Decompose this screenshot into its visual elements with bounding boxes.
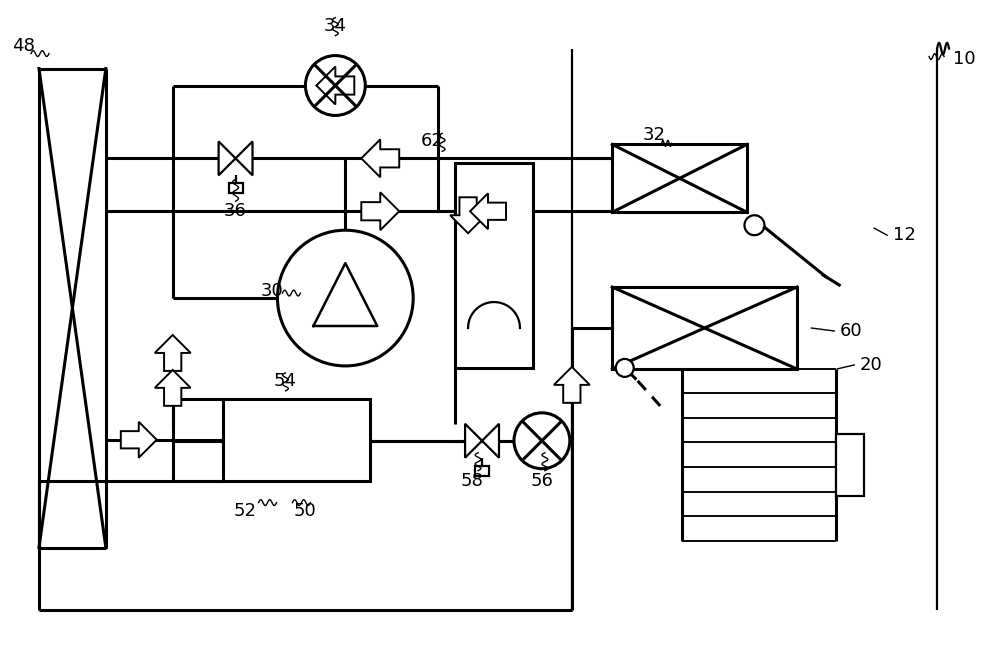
Text: 62: 62 [421, 133, 444, 150]
Bar [223, 399, 370, 481]
Bar [455, 163, 533, 368]
Text: 60: 60 [840, 322, 863, 340]
Text: 12: 12 [893, 226, 916, 244]
Bar [229, 183, 243, 193]
Bar [836, 434, 864, 496]
Text: 52: 52 [234, 502, 257, 520]
Bar [612, 287, 797, 369]
Circle shape [514, 413, 570, 469]
Polygon shape [554, 367, 590, 403]
Text: 54: 54 [274, 372, 297, 390]
Polygon shape [316, 67, 354, 104]
Polygon shape [465, 424, 482, 458]
Polygon shape [236, 142, 253, 175]
Circle shape [744, 215, 764, 235]
Polygon shape [470, 193, 506, 229]
Text: 20: 20 [860, 356, 883, 374]
Text: 10: 10 [953, 50, 975, 67]
Text: 36: 36 [224, 202, 247, 220]
Polygon shape [155, 335, 191, 371]
Circle shape [616, 359, 634, 377]
Polygon shape [155, 370, 191, 406]
Text: 34: 34 [324, 16, 347, 35]
Text: 32: 32 [643, 127, 666, 144]
Text: 56: 56 [530, 471, 553, 490]
Polygon shape [361, 192, 399, 231]
Polygon shape [219, 142, 236, 175]
Circle shape [277, 231, 413, 366]
Text: 50: 50 [294, 502, 317, 520]
Polygon shape [482, 424, 499, 458]
Polygon shape [361, 139, 399, 178]
Circle shape [305, 56, 365, 116]
Text: 48: 48 [12, 37, 34, 55]
Bar [475, 466, 489, 475]
Polygon shape [121, 422, 157, 458]
Text: 30: 30 [261, 282, 284, 300]
Bar [612, 144, 747, 212]
Text: 58: 58 [461, 471, 483, 490]
Polygon shape [450, 197, 486, 233]
